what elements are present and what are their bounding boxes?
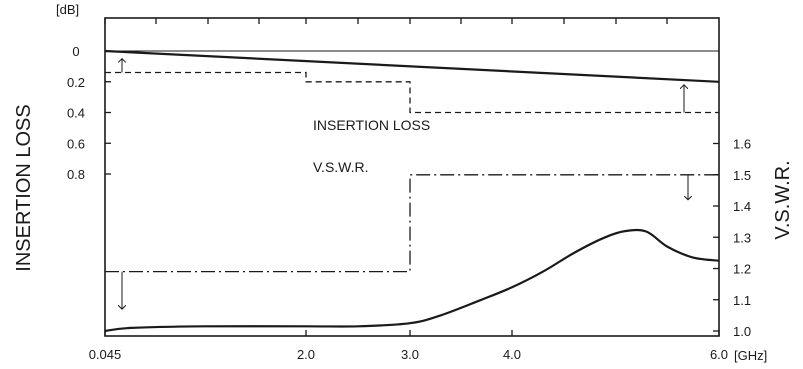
- left-tick-label: 0.4: [67, 106, 85, 121]
- plot-frame: [104, 17, 720, 337]
- series-line-1: [105, 71, 719, 114]
- left-axis-unit: [dB]: [56, 2, 79, 17]
- left-tick-label: 0.2: [67, 75, 85, 90]
- annotation-insertion-loss: INSERTION LOSS: [313, 117, 430, 133]
- left-tick-label: 0.6: [67, 136, 85, 151]
- left-axis: 0 0.2 0.4 0.6 0.8: [67, 44, 111, 182]
- series-line-2: [104, 228, 720, 333]
- right-axis: 1.0 1.1 1.2 1.3 1.4 1.5 1.6: [713, 137, 751, 339]
- series-layer: [104, 49, 720, 333]
- right-tick-label: 1.2: [733, 262, 751, 277]
- right-tick-label: 1.6: [733, 137, 751, 152]
- right-tick-label: 1.0: [733, 324, 751, 339]
- x-tick-label: 0.045: [89, 347, 122, 362]
- left-tick-label: 0: [72, 44, 79, 59]
- x-axis: 0.045 2.0 3.0 4.0 6.0: [89, 330, 728, 362]
- annotation-vswr: V.S.W.R.: [313, 159, 369, 175]
- right-tick-label: 1.4: [733, 199, 751, 214]
- x-tick-label: 4.0: [503, 347, 521, 362]
- spec-arrows: [122, 59, 688, 309]
- x-tick-label: 6.0: [710, 347, 728, 362]
- x-tick-label: 2.0: [297, 347, 315, 362]
- right-axis-title: V.S.W.R.: [772, 160, 794, 239]
- x-axis-unit: [GHz]: [734, 348, 767, 363]
- left-axis-title: INSERTION LOSS: [13, 104, 35, 271]
- series-line-3: [105, 174, 719, 273]
- right-tick-label: 1.1: [733, 293, 751, 308]
- x-tick-label: 3.0: [401, 347, 419, 362]
- left-tick-label: 0.8: [67, 167, 85, 182]
- right-tick-label: 1.3: [733, 230, 751, 245]
- right-tick-label: 1.5: [733, 168, 751, 183]
- top-tick-marks: [104, 18, 668, 24]
- series-line-0: [104, 49, 720, 83]
